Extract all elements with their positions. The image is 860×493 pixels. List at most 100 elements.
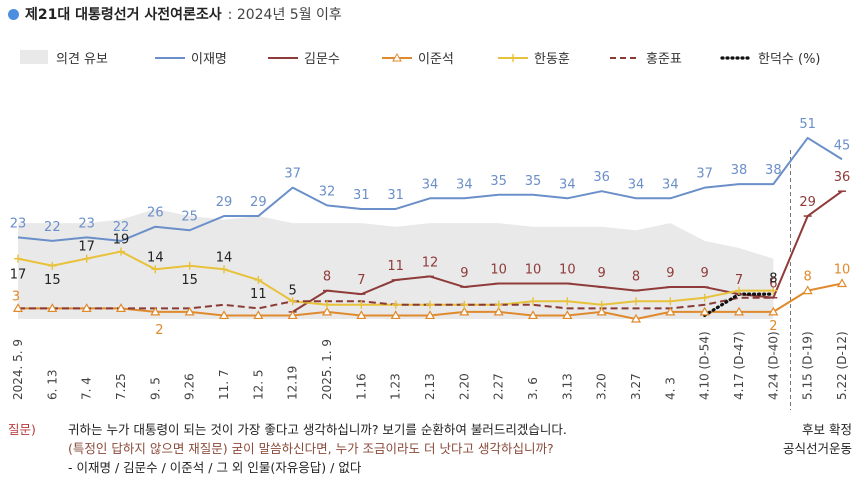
data-label: 34: [662, 177, 679, 192]
x-tick-label: 12.19: [286, 366, 300, 400]
data-point: [562, 310, 573, 320]
data-point: [220, 265, 228, 274]
data-label: 15: [44, 273, 61, 288]
data-label: 8: [323, 270, 331, 285]
legend-marker: [392, 52, 402, 62]
data-point: [14, 254, 22, 263]
x-tick-label: 2024. 5. 9: [11, 339, 25, 400]
x-tick-label: 3.20: [595, 373, 609, 400]
data-label: 23: [78, 216, 95, 231]
x-tick-label: 11. 7: [217, 369, 231, 400]
x-tick-label: 9.26: [183, 373, 197, 400]
data-label: 9: [666, 266, 674, 281]
data-label: 2: [155, 323, 163, 338]
legend-swatch: [20, 50, 48, 64]
data-label: 34: [559, 177, 576, 192]
data-label: 9: [598, 266, 606, 281]
data-point: [630, 313, 642, 323]
legend-label: 홍준표: [646, 52, 682, 67]
data-label: 36: [593, 170, 610, 185]
legend-label: 김문수: [304, 52, 340, 67]
x-tick-label: 1.16: [354, 373, 368, 400]
data-point: [597, 300, 606, 309]
data-point: [357, 300, 366, 309]
legend-label: 한동훈: [534, 52, 570, 67]
data-label: 10: [559, 263, 576, 278]
period-note-line-2: 공식선거운동: [782, 441, 852, 456]
legend-label: 이준석: [418, 52, 454, 67]
data-point: [596, 306, 607, 316]
data-point: [769, 286, 778, 295]
x-tick-label: 9. 5: [148, 377, 162, 400]
data-label: 37: [284, 167, 301, 182]
data-point: [253, 310, 264, 320]
question-line-2: (특정인 답하지 않으면 재질문) 굳이 말씀하신다면, 누가 조금이라도 더 …: [68, 441, 554, 456]
data-label: 26: [147, 206, 164, 221]
data-label: 11: [387, 259, 404, 274]
x-tick-label: 4.24 (D-40): [766, 331, 780, 400]
data-label: 9: [460, 266, 468, 281]
x-axis: 2024. 5. 9 6. 13 7. 4 7.25 9. 5 9.26 11. 7 12. …: [11, 331, 849, 400]
data-point: [632, 297, 640, 306]
data-point: [733, 306, 745, 316]
x-tick-label: 12. 5: [251, 369, 265, 400]
data-point: [665, 306, 676, 316]
legend-label: 한덕수 (%): [758, 52, 821, 67]
data-point: [48, 261, 57, 270]
data-point: [321, 306, 333, 316]
x-tick-label: 4.17 (D-47): [732, 331, 746, 400]
data-label: 29: [216, 195, 233, 210]
data-label: 34: [628, 177, 645, 192]
legend-label: 의견 유보: [56, 52, 108, 67]
data-point: [460, 300, 469, 309]
data-point: [288, 297, 297, 306]
data-point: [117, 247, 125, 256]
data-point: [151, 265, 160, 274]
data-point: [666, 297, 675, 306]
data-point: [390, 310, 401, 320]
data-label: 22: [113, 220, 130, 235]
title-bullet-icon: [8, 8, 19, 20]
legend: 의견 유보 이재명 김문수 이준석 한동훈 홍준표 한덕수 (%): [20, 50, 821, 67]
data-label: 10: [525, 263, 542, 278]
data-label: 9: [701, 266, 709, 281]
data-label: 6: [769, 277, 777, 292]
data-label: 17: [78, 240, 95, 255]
data-point: [494, 300, 503, 309]
data-point: [82, 254, 91, 263]
marker-layer: [12, 190, 848, 323]
data-label: 35: [525, 174, 542, 189]
x-tick-label: 7. 4: [80, 377, 94, 400]
x-tick-label: 5.15 (D-19): [801, 331, 815, 400]
data-point: [12, 303, 24, 312]
data-label: 5: [289, 283, 297, 298]
question-line-3: - 이재명 / 김문수 / 이준석 / 그 외 인물(자유응답) / 없다: [68, 460, 362, 475]
data-label: 31: [387, 188, 404, 203]
data-label: 34: [422, 177, 439, 192]
x-tick-label: 4. 3: [663, 377, 677, 400]
legend-marker: [509, 54, 517, 62]
data-point: [735, 286, 743, 295]
data-point: [185, 261, 194, 270]
data-label: 3: [12, 289, 20, 304]
data-label: 8: [804, 270, 812, 285]
data-point: [218, 310, 230, 320]
data-point: [356, 310, 367, 320]
data-label: 23: [10, 216, 27, 231]
data-label: 25: [181, 209, 198, 224]
data-label: 22: [44, 220, 61, 235]
data-label: 7: [735, 273, 743, 288]
data-point: [459, 306, 470, 316]
data-point: [150, 306, 161, 316]
chart-subtitle: : 2024년 5월 이후: [227, 7, 342, 23]
data-label: 15: [181, 273, 198, 288]
data-point: [323, 300, 331, 309]
data-label: 11: [250, 287, 267, 302]
data-label: 36: [834, 170, 851, 185]
data-label: 32: [319, 184, 336, 199]
data-label: 35: [490, 174, 507, 189]
data-point: [184, 306, 195, 316]
data-point: [768, 306, 779, 316]
x-tick-label: 7.25: [114, 373, 128, 400]
